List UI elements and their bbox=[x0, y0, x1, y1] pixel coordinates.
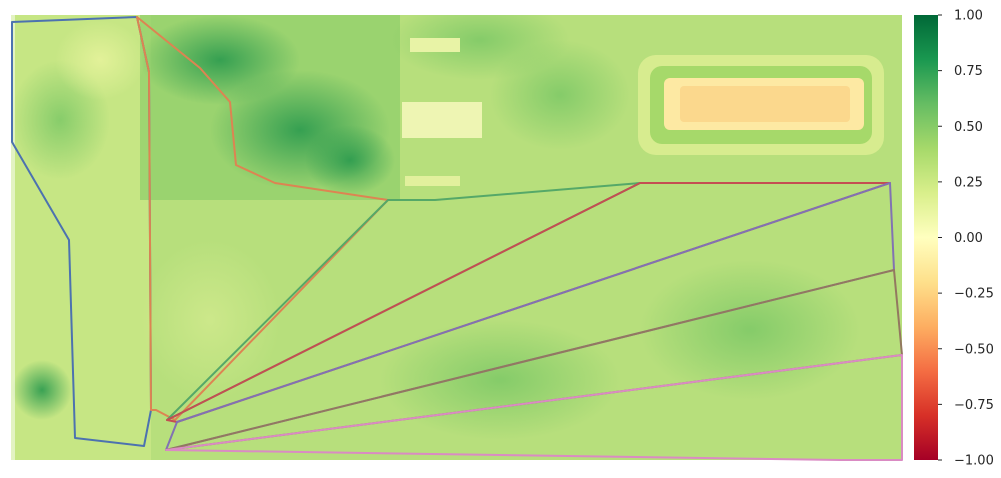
colorbar-tick-label: −0.25 bbox=[954, 287, 994, 302]
colorbar-tick-label: 0.75 bbox=[954, 64, 983, 79]
colorbar-tick-label: −0.50 bbox=[954, 342, 994, 357]
left-nodata-strip bbox=[11, 15, 15, 460]
pale-patch-2 bbox=[140, 240, 280, 400]
mid-vegetation-patch-1 bbox=[390, 15, 570, 80]
mid-vegetation-patch-2 bbox=[640, 260, 860, 400]
colorbar-gradient bbox=[914, 15, 938, 460]
colorbar-tick-label: −0.75 bbox=[954, 398, 994, 413]
building-roof-3 bbox=[405, 176, 460, 186]
heatmap-image bbox=[11, 15, 902, 460]
colorbar-tick-label: 0.50 bbox=[954, 120, 983, 135]
court-centre bbox=[680, 86, 850, 122]
pale-patch-1 bbox=[55, 20, 145, 100]
colorbar: 1.00 0.75 0.50 0.25 0.00 −0.25 −0.50 −0.75 −1.00 bbox=[914, 9, 994, 469]
colorbar-tick-label: −1.00 bbox=[954, 454, 994, 469]
colorbar-tick-label: 0.25 bbox=[954, 175, 983, 190]
building-roof-1 bbox=[410, 38, 460, 52]
colorbar-ticks: 1.00 0.75 0.50 0.25 0.00 −0.25 −0.50 −0.75 −1.00 bbox=[938, 9, 994, 469]
dark-vegetation-patch-4 bbox=[12, 360, 72, 420]
colorbar-tick-label: 1.00 bbox=[954, 9, 983, 24]
colorbar-tick-label: 0.00 bbox=[954, 231, 983, 246]
mid-vegetation-patch-3 bbox=[380, 320, 620, 440]
field-overlays bbox=[11, 16, 903, 461]
dark-vegetation-patch-3 bbox=[305, 125, 395, 195]
building-roof-2 bbox=[402, 102, 482, 138]
field-polygon-7 bbox=[165, 354, 903, 461]
dark-vegetation-patch-2 bbox=[140, 15, 300, 105]
